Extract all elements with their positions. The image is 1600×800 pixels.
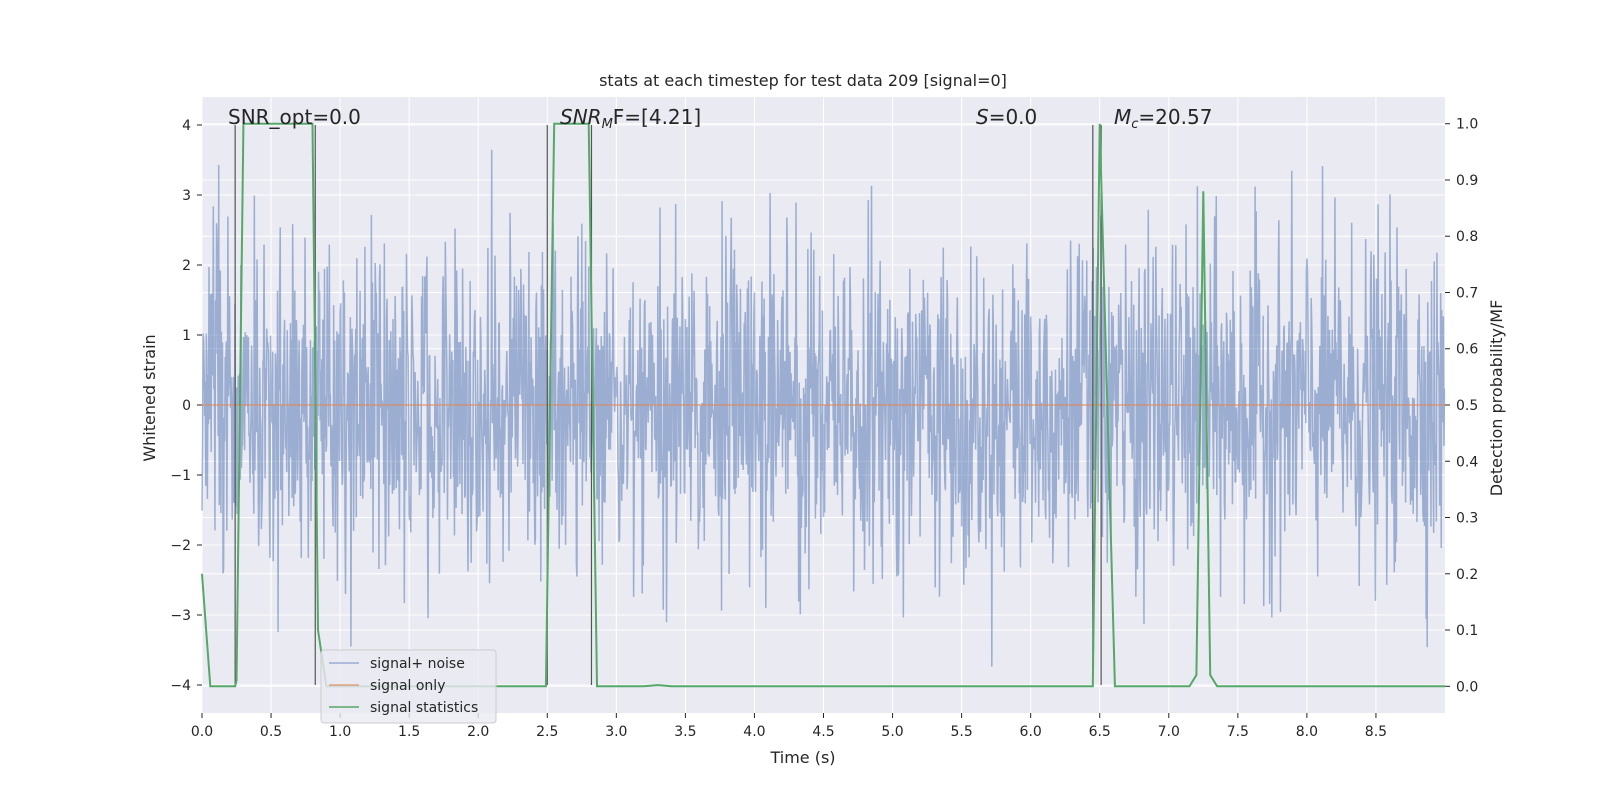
annotation-snr-mf-value: F=[4.21] xyxy=(613,105,701,129)
y2-tick-label: 0.2 xyxy=(1456,567,1478,583)
series-signal-noise xyxy=(201,149,1446,667)
legend-label-signal-only: signal only xyxy=(370,678,445,694)
y-tick-label: 1 xyxy=(182,328,191,344)
y-tick-label: 3 xyxy=(182,188,191,204)
x-tick-label: 3.0 xyxy=(605,724,627,740)
y2-tick-label: 0.9 xyxy=(1456,173,1478,189)
x-tick-label: 0.5 xyxy=(260,724,282,740)
y2-tick-label: 0.3 xyxy=(1456,511,1478,527)
x-tick-label: 8.0 xyxy=(1296,724,1318,740)
annotation-snr-mf: SNRMF=[4.21] xyxy=(560,105,701,132)
y2-tick-label: 0.7 xyxy=(1456,285,1478,301)
x-tick-label: 4.5 xyxy=(812,724,834,740)
y-tick-label: 0 xyxy=(182,398,191,414)
x-tick-label: 5.0 xyxy=(881,724,903,740)
series-signal-statistics xyxy=(201,122,1445,688)
y2-tick-label: 0.5 xyxy=(1456,398,1478,414)
x-tick-label: 2.0 xyxy=(467,724,489,740)
x-tick-label: 5.5 xyxy=(950,724,972,740)
x-tick-label: 1.5 xyxy=(398,724,420,740)
x-tick-label: 2.5 xyxy=(536,724,558,740)
y-tick-label: 4 xyxy=(182,118,191,134)
annotation-s: S=0.0 xyxy=(976,105,1037,129)
y-axis-label: Whitened strain xyxy=(140,334,159,461)
annotation-snr-opt: SNR_opt=0.0 xyxy=(228,105,361,129)
legend-label-signal-noise: signal+ noise xyxy=(370,656,465,672)
annotation-snr-mf-symbol: SNR xyxy=(560,105,602,129)
y-tick-label: −1 xyxy=(170,468,191,484)
legend-label-signal-statistics: signal statistics xyxy=(370,700,478,716)
chart-title: stats at each timestep for test data 209… xyxy=(599,71,1007,90)
y2-tick-label: 0.4 xyxy=(1456,454,1478,470)
y2-axis-label: Detection probability/MF xyxy=(1487,300,1506,497)
annotation-s-value: =0.0 xyxy=(989,105,1038,129)
x-tick-label: 8.5 xyxy=(1365,724,1387,740)
y-tick-label: 2 xyxy=(182,258,191,274)
annotation-s-symbol: S xyxy=(976,105,989,129)
y2-tick-label: 0.6 xyxy=(1456,342,1478,358)
annotation-snr-mf-subscript: M xyxy=(602,117,613,132)
annotation-mc-subscript: c xyxy=(1131,117,1138,132)
annotation-mc-value: =20.57 xyxy=(1138,105,1212,129)
x-tick-label: 3.5 xyxy=(674,724,696,740)
annotation-mc: Mc=20.57 xyxy=(1114,105,1212,132)
y-tick-label: −3 xyxy=(170,608,191,624)
y-tick-label: −4 xyxy=(170,678,191,694)
x-axis-label: Time (s) xyxy=(769,748,835,767)
annotation-mc-symbol: M xyxy=(1114,105,1131,129)
y-tick-label: −2 xyxy=(170,538,191,554)
x-tick-label: 1.0 xyxy=(329,724,351,740)
y2-tick-label: 0.8 xyxy=(1456,229,1478,245)
y2-tick-label: 0.1 xyxy=(1456,623,1478,639)
x-tick-label: 0.0 xyxy=(191,724,213,740)
x-tick-label: 7.5 xyxy=(1227,724,1249,740)
x-tick-label: 4.0 xyxy=(743,724,765,740)
x-tick-label: 6.5 xyxy=(1089,724,1111,740)
x-tick-label: 6.0 xyxy=(1020,724,1042,740)
legend: signal+ noise signal only signal statist… xyxy=(320,649,497,724)
y2-tick-label: 1.0 xyxy=(1456,117,1478,133)
legend-box xyxy=(320,649,497,724)
y2-tick-label: 0.0 xyxy=(1456,679,1478,695)
x-tick-label: 7.0 xyxy=(1158,724,1180,740)
